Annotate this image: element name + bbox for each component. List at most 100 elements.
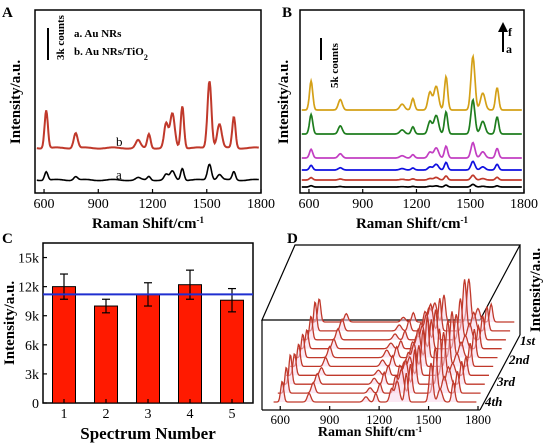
panel-a-x-ticks: 600 900 1200 1500 1800 (34, 189, 275, 212)
panel-a-xlabel: Raman Shift/cm-1 (92, 215, 205, 232)
panel-b-x-tick-label: 900 (352, 197, 373, 212)
panel-c-y-tick-label: 6k (25, 339, 39, 354)
panel-a-legend-b-text: b. Au NRs/TiO (74, 46, 144, 58)
panel-c-bar (220, 299, 244, 404)
panel-d-x-tick-label: 1200 (366, 412, 392, 427)
panel-b-series-line (301, 160, 522, 171)
panel-c-xlabel: Spectrum Number (80, 424, 216, 443)
panel-b-curves (301, 53, 522, 188)
panel-b-x-tick-label: 1200 (402, 197, 430, 212)
panel-c: 0 3k 6k 9k 12k 15k 1 2 3 4 5 Intensity/a.u. Spect… (2, 242, 254, 443)
panel-d-trace-line (302, 298, 506, 341)
panel-d-xlabel-main: Raman Shift/cm (318, 425, 416, 440)
panel-b-xlabel-main: Raman Shift/cm (356, 216, 461, 232)
panel-d-curves (273, 278, 515, 403)
panel-b-x-tick-label: 1500 (456, 197, 484, 212)
panel-a-series-b-line (36, 81, 259, 150)
panel-a-x-tick-label: 600 (34, 197, 55, 212)
panel-b-x-ticks: 600 900 1200 1500 1800 (298, 189, 538, 212)
panel-label-a: A (2, 5, 13, 21)
panel-c-bar (136, 293, 160, 404)
panel-b-scale-label: 5k counts (329, 42, 341, 88)
panel-b-series-line (301, 174, 522, 181)
panel-d-x-tick-label: 900 (320, 412, 340, 427)
panel-d-xlabel: Raman Shift/cm-1 (318, 425, 422, 441)
panel-c-ylabel: Intensity/a.u. (2, 281, 18, 365)
panel-d-trace-line (290, 320, 494, 368)
panel-a: 600 900 1200 1500 1800 3k counts a. Au NRs b… (8, 9, 275, 232)
panel-c-x-tick-label: 3 (145, 407, 152, 422)
panel-a-x-tick-label: 1500 (193, 197, 221, 212)
panel-a-x-tick-label: 1800 (247, 197, 275, 212)
panel-b: 600 900 1200 1500 1800 5k counts f a Intensi… (276, 9, 538, 232)
panel-c-y-ticks: 0 3k 6k 9k 12k 15k (18, 252, 47, 412)
panel-label-b: B (282, 5, 292, 21)
panel-b-xlabel: Raman Shift/cm-1 (356, 215, 469, 232)
panel-a-x-tick-label: 900 (88, 197, 109, 212)
panel-a-series-a-line (36, 163, 259, 182)
panel-b-x-tick-label: 1800 (510, 197, 538, 212)
panel-d-ylabel: Intensity/a.u. (528, 248, 544, 332)
panel-d-depth-label: 3rd (496, 374, 516, 389)
panel-c-bar (94, 305, 118, 404)
panel-c-bar (178, 284, 202, 404)
panel-d-depth-label: 2nd (508, 352, 530, 367)
panel-c-y-tick-label: 9k (25, 310, 39, 325)
panel-b-xlabel-sup: -1 (461, 215, 469, 225)
panel-d-x-tick-label: 600 (270, 412, 290, 427)
panel-c-y-tick-label: 12k (18, 281, 39, 296)
panel-b-series-line (301, 183, 522, 188)
panel-d-trace-line (310, 278, 515, 323)
panel-a-xlabel-main: Raman Shift/cm (92, 216, 197, 232)
panel-c-y-tick-label: 15k (18, 252, 39, 267)
panel-a-curve-label-a: a (116, 167, 122, 182)
panel-c-y-tick-label: 0 (32, 397, 39, 412)
panel-d-trace-line (277, 347, 481, 394)
panel-a-xlabel-sup: -1 (197, 215, 205, 225)
panel-label-c: C (2, 231, 13, 247)
panel-d-back-wall (261, 244, 521, 321)
panel-label-d: D (287, 231, 298, 247)
panel-d-trace-line (286, 331, 489, 376)
panel-b-series-line (301, 141, 522, 159)
panel-a-legend-a: a. Au NRs (74, 28, 122, 40)
panel-d-depth-labels: 1st 2nd 3rd 4th (484, 333, 536, 409)
panel-a-frame (34, 9, 262, 194)
panel-d-x-tick-label: 1800 (465, 412, 491, 427)
panel-c-x-tick-label: 2 (103, 407, 110, 422)
panel-a-ylabel: Intensity/a.u. (8, 60, 24, 144)
panel-b-frame (299, 9, 525, 194)
panel-a-curve-label-b: b (116, 134, 123, 149)
panel-b-ylabel: Intensity/a.u. (276, 60, 292, 144)
panel-a-x-tick-label: 1200 (139, 197, 167, 212)
panel-b-x-tick-label: 600 (298, 197, 319, 212)
panel-d-trace-line (273, 362, 477, 403)
panel-c-y-tick-label: 3k (25, 368, 39, 383)
panel-b-arrow-bottom-label: a (506, 42, 512, 56)
panel-c-x-tick-label: 4 (187, 407, 194, 422)
panel-d-x-tick-label: 1500 (416, 412, 442, 427)
panel-c-x-tick-label: 1 (61, 407, 68, 422)
panel-c-x-tick-label: 5 (229, 407, 236, 422)
panel-d-trace-line (294, 311, 498, 359)
panel-d-depth-label: 1st (520, 333, 536, 348)
panel-a-scale-label: 3k counts (55, 14, 67, 60)
panel-b-series-line (301, 97, 522, 135)
panel-d-x-ticks: 600 900 1200 1500 1800 (270, 406, 491, 427)
panel-a-legend-b: b. Au NRs/TiO2 (74, 46, 148, 62)
panel-c-bar (52, 286, 76, 404)
panel-a-legend-b-sub: 2 (144, 53, 148, 62)
panel-d-depth-edge (479, 334, 521, 411)
panel-d-trace-line (281, 328, 485, 385)
panel-d-trace-line (306, 279, 511, 332)
panel-b-arrow-top-label: f (508, 25, 513, 39)
panel-d-xlabel-sup: -1 (415, 425, 422, 434)
panel-b-series-line (301, 53, 522, 111)
panel-a-curves (36, 81, 259, 182)
panel-d: 600 900 1200 1500 1800 1st 2nd 3rd 4th Intensit… (261, 244, 544, 441)
panel-c-bars: 1 2 3 4 5 (52, 269, 244, 422)
panel-b-arrow-head-icon (498, 22, 508, 32)
panel-d-depth-label: 4th (484, 394, 502, 409)
panel-d-trace-line (298, 314, 502, 350)
